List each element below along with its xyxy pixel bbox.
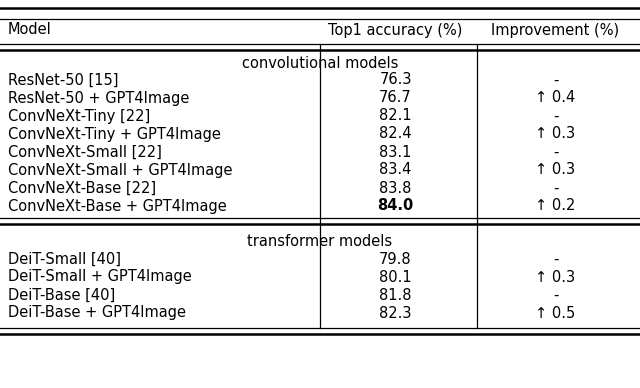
Text: 84.0: 84.0 (378, 199, 413, 213)
Text: 83.8: 83.8 (380, 180, 412, 196)
Text: Model: Model (8, 23, 51, 38)
Text: -: - (553, 251, 558, 267)
Text: 81.8: 81.8 (380, 288, 412, 303)
Text: -: - (553, 180, 558, 196)
Text: 83.1: 83.1 (380, 144, 412, 159)
Text: ConvNeXt-Small + GPT4Image: ConvNeXt-Small + GPT4Image (8, 163, 232, 177)
Text: ↑ 0.3: ↑ 0.3 (536, 126, 575, 142)
Text: 82.4: 82.4 (380, 126, 412, 142)
Text: 82.3: 82.3 (380, 305, 412, 320)
Text: ConvNeXt-Base + GPT4Image: ConvNeXt-Base + GPT4Image (8, 199, 227, 213)
Text: ↑ 0.5: ↑ 0.5 (536, 305, 575, 320)
Text: ↑ 0.4: ↑ 0.4 (536, 90, 575, 106)
Text: 82.1: 82.1 (380, 109, 412, 123)
Text: -: - (553, 144, 558, 159)
Text: -: - (553, 288, 558, 303)
Text: ConvNeXt-Tiny + GPT4Image: ConvNeXt-Tiny + GPT4Image (8, 126, 221, 142)
Text: ConvNeXt-Base [22]: ConvNeXt-Base [22] (8, 180, 156, 196)
Text: Improvement (%): Improvement (%) (492, 23, 620, 38)
Text: Top1 accuracy (%): Top1 accuracy (%) (328, 23, 463, 38)
Text: DeiT-Small + GPT4Image: DeiT-Small + GPT4Image (8, 270, 191, 284)
Text: transformer models: transformer models (248, 234, 392, 248)
Text: -: - (553, 109, 558, 123)
Text: DeiT-Base + GPT4Image: DeiT-Base + GPT4Image (8, 305, 186, 320)
Text: ↑ 0.3: ↑ 0.3 (536, 270, 575, 284)
Text: ResNet-50 + GPT4Image: ResNet-50 + GPT4Image (8, 90, 189, 106)
Text: convolutional models: convolutional models (242, 55, 398, 71)
Text: DeiT-Base [40]: DeiT-Base [40] (8, 288, 115, 303)
Text: DeiT-Small [40]: DeiT-Small [40] (8, 251, 121, 267)
Text: ConvNeXt-Small [22]: ConvNeXt-Small [22] (8, 144, 161, 159)
Text: 76.7: 76.7 (379, 90, 412, 106)
Text: 80.1: 80.1 (380, 270, 412, 284)
Text: 79.8: 79.8 (380, 251, 412, 267)
Text: 76.3: 76.3 (380, 73, 412, 88)
Text: ↑ 0.2: ↑ 0.2 (535, 199, 576, 213)
Text: -: - (553, 73, 558, 88)
Text: ↑ 0.3: ↑ 0.3 (536, 163, 575, 177)
Text: ResNet-50 [15]: ResNet-50 [15] (8, 73, 118, 88)
Text: ConvNeXt-Tiny [22]: ConvNeXt-Tiny [22] (8, 109, 150, 123)
Text: 83.4: 83.4 (380, 163, 412, 177)
